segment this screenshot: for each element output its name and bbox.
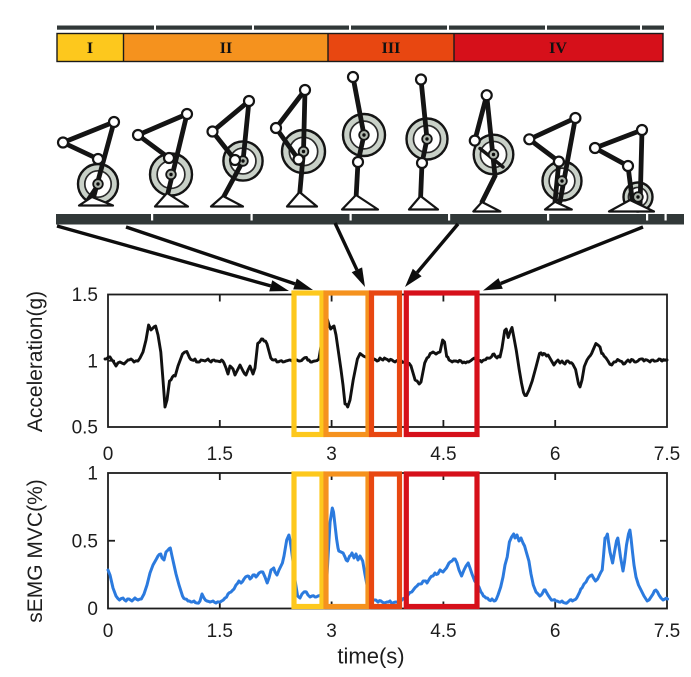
svg-text:II: II: [220, 40, 232, 57]
svg-text:1.5: 1.5: [72, 285, 98, 306]
svg-text:time(s): time(s): [337, 644, 404, 669]
svg-text:sEMG MVC(%): sEMG MVC(%): [24, 479, 47, 623]
svg-text:1: 1: [87, 464, 98, 485]
svg-text:7.5: 7.5: [654, 621, 680, 642]
svg-text:3: 3: [326, 621, 337, 642]
svg-text:0: 0: [103, 621, 114, 642]
svg-text:0: 0: [103, 444, 114, 465]
svg-text:0.5: 0.5: [72, 418, 98, 439]
svg-text:3: 3: [326, 444, 337, 465]
svg-text:III: III: [382, 40, 401, 57]
svg-text:1.5: 1.5: [207, 444, 233, 465]
svg-text:Acceleration(g): Acceleration(g): [24, 291, 47, 432]
svg-text:IV: IV: [549, 40, 567, 57]
svg-text:1: 1: [87, 351, 98, 372]
svg-text:6: 6: [550, 621, 561, 642]
svg-text:7.5: 7.5: [654, 444, 680, 465]
svg-text:4.5: 4.5: [430, 444, 456, 465]
svg-text:6: 6: [550, 444, 561, 465]
svg-text:0.5: 0.5: [72, 531, 98, 552]
svg-text:0: 0: [87, 599, 98, 620]
svg-text:1.5: 1.5: [207, 621, 233, 642]
svg-text:4.5: 4.5: [430, 621, 456, 642]
svg-text:I: I: [87, 40, 93, 57]
